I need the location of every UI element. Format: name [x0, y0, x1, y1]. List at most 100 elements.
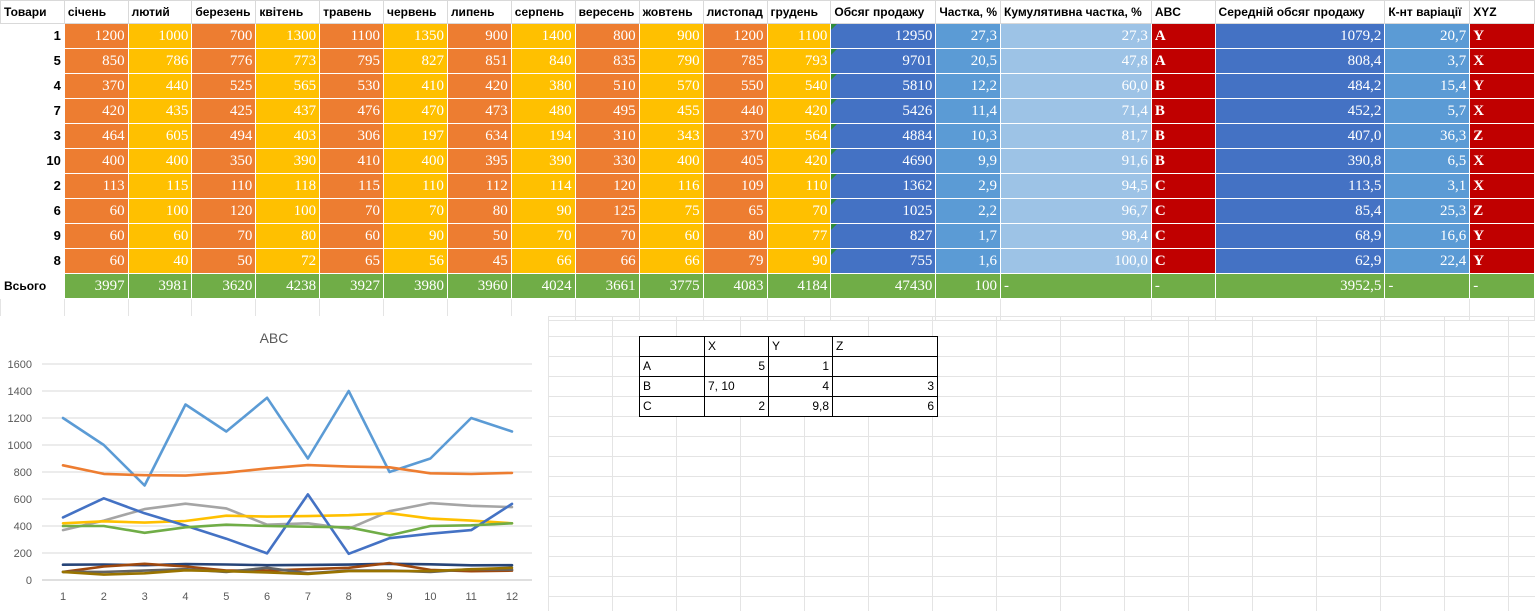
- abc-line-chart[interactable]: ABC 0 200 400 600 800 1000 1200 1400 1600 1 2 3 4 5 6 7 8…: [0, 316, 548, 611]
- matrix-cell[interactable]: 5: [704, 356, 769, 377]
- total-month-cell[interactable]: 3997: [63, 273, 129, 299]
- month-value-cell[interactable]: 45: [446, 248, 512, 274]
- share-cell[interactable]: 27,3: [935, 23, 1001, 49]
- month-value-cell[interactable]: 100: [127, 198, 193, 224]
- share-cell[interactable]: 2,2: [935, 198, 1001, 224]
- item-id-cell[interactable]: 8: [0, 248, 65, 274]
- month-value-cell[interactable]: 786: [127, 48, 193, 74]
- month-value-cell[interactable]: 194: [510, 123, 576, 149]
- month-value-cell[interactable]: 90: [766, 248, 832, 274]
- month-value-cell[interactable]: 90: [383, 223, 448, 249]
- total-xyz-cell[interactable]: -: [1469, 273, 1535, 299]
- abc-class-cell[interactable]: B: [1150, 148, 1216, 174]
- cv-cell[interactable]: 3,1: [1384, 173, 1471, 199]
- month-value-cell[interactable]: 50: [446, 223, 512, 249]
- month-value-cell[interactable]: 65: [319, 248, 385, 274]
- xyz-class-cell[interactable]: Y: [1469, 73, 1535, 99]
- month-value-cell[interactable]: 540: [766, 73, 832, 99]
- total-month-cell[interactable]: 3661: [574, 273, 640, 299]
- month-value-cell[interactable]: 900: [446, 23, 512, 49]
- month-value-cell[interactable]: 1000: [127, 23, 193, 49]
- month-value-cell[interactable]: 306: [319, 123, 385, 149]
- month-value-cell[interactable]: 113: [63, 173, 129, 199]
- item-id-cell[interactable]: 1: [0, 23, 65, 49]
- average-cell[interactable]: 452,2: [1214, 98, 1386, 124]
- month-value-cell[interactable]: 785: [702, 48, 768, 74]
- xyz-class-cell[interactable]: X: [1469, 48, 1535, 74]
- month-value-cell[interactable]: 400: [127, 148, 193, 174]
- header-month[interactable]: вересень: [574, 0, 640, 24]
- matrix-cell[interactable]: 4: [768, 376, 833, 397]
- matrix-cell[interactable]: B: [639, 376, 705, 397]
- total-month-cell[interactable]: 3960: [446, 273, 512, 299]
- month-value-cell[interactable]: 370: [702, 123, 768, 149]
- abc-class-cell[interactable]: B: [1150, 73, 1216, 99]
- month-value-cell[interactable]: 115: [127, 173, 193, 199]
- volume-cell[interactable]: 12950: [830, 23, 937, 49]
- cumulative-cell[interactable]: 91,6: [1000, 148, 1152, 174]
- average-cell[interactable]: 85,4: [1214, 198, 1386, 224]
- month-value-cell[interactable]: 850: [63, 48, 129, 74]
- total-month-cell[interactable]: 3981: [127, 273, 193, 299]
- matrix-header-cell[interactable]: Y: [768, 336, 833, 357]
- header-share[interactable]: Частка, %: [935, 0, 1001, 24]
- cv-cell[interactable]: 16,6: [1384, 223, 1471, 249]
- month-value-cell[interactable]: 66: [574, 248, 640, 274]
- month-value-cell[interactable]: 60: [127, 223, 193, 249]
- month-value-cell[interactable]: 1200: [63, 23, 129, 49]
- month-value-cell[interactable]: 440: [702, 98, 768, 124]
- header-month[interactable]: лютий: [127, 0, 193, 24]
- month-value-cell[interactable]: 1400: [510, 23, 576, 49]
- cumulative-cell[interactable]: 71,4: [1000, 98, 1152, 124]
- average-cell[interactable]: 1079,2: [1214, 23, 1386, 49]
- abc-class-cell[interactable]: A: [1150, 23, 1216, 49]
- share-cell[interactable]: 20,5: [935, 48, 1001, 74]
- cumulative-cell[interactable]: 27,3: [1000, 23, 1152, 49]
- month-value-cell[interactable]: 114: [510, 173, 576, 199]
- month-value-cell[interactable]: 510: [574, 73, 640, 99]
- abc-class-cell[interactable]: B: [1150, 123, 1216, 149]
- matrix-cell[interactable]: A: [639, 356, 705, 377]
- month-value-cell[interactable]: 1350: [383, 23, 448, 49]
- month-value-cell[interactable]: 476: [319, 98, 385, 124]
- cv-cell[interactable]: 5,7: [1384, 98, 1471, 124]
- item-id-cell[interactable]: 4: [0, 73, 65, 99]
- month-value-cell[interactable]: 77: [766, 223, 832, 249]
- cv-cell[interactable]: 22,4: [1384, 248, 1471, 274]
- header-cumulative[interactable]: Кумулятивна частка, %: [1000, 0, 1152, 24]
- xyz-class-cell[interactable]: X: [1469, 148, 1535, 174]
- total-average-cell[interactable]: 3952,5: [1214, 273, 1386, 299]
- month-value-cell[interactable]: 66: [638, 248, 704, 274]
- matrix-cell[interactable]: C: [639, 396, 705, 417]
- month-value-cell[interactable]: 900: [638, 23, 704, 49]
- header-month[interactable]: грудень: [766, 0, 832, 24]
- abc-class-cell[interactable]: B: [1150, 98, 1216, 124]
- month-value-cell[interactable]: 80: [446, 198, 512, 224]
- total-month-cell[interactable]: 3620: [191, 273, 257, 299]
- month-value-cell[interactable]: 1100: [319, 23, 385, 49]
- month-value-cell[interactable]: 473: [446, 98, 512, 124]
- volume-cell[interactable]: 1362: [830, 173, 937, 199]
- volume-cell[interactable]: 5426: [830, 98, 937, 124]
- item-id-cell[interactable]: 2: [0, 173, 65, 199]
- month-value-cell[interactable]: 800: [574, 23, 640, 49]
- month-value-cell[interactable]: 120: [191, 198, 257, 224]
- month-value-cell[interactable]: 403: [255, 123, 321, 149]
- item-id-cell[interactable]: 3: [0, 123, 65, 149]
- abc-class-cell[interactable]: C: [1150, 173, 1216, 199]
- header-month[interactable]: березень: [191, 0, 257, 24]
- abc-class-cell[interactable]: A: [1150, 48, 1216, 74]
- month-value-cell[interactable]: 634: [446, 123, 512, 149]
- matrix-header-cell[interactable]: [639, 336, 705, 357]
- xyz-class-cell[interactable]: X: [1469, 98, 1535, 124]
- month-value-cell[interactable]: 390: [510, 148, 576, 174]
- cv-cell[interactable]: 3,7: [1384, 48, 1471, 74]
- month-value-cell[interactable]: 1300: [255, 23, 321, 49]
- average-cell[interactable]: 808,4: [1214, 48, 1386, 74]
- total-month-cell[interactable]: 3980: [383, 273, 448, 299]
- month-value-cell[interactable]: 470: [383, 98, 448, 124]
- month-value-cell[interactable]: 400: [383, 148, 448, 174]
- month-value-cell[interactable]: 494: [191, 123, 257, 149]
- month-value-cell[interactable]: 60: [63, 198, 129, 224]
- share-cell[interactable]: 10,3: [935, 123, 1001, 149]
